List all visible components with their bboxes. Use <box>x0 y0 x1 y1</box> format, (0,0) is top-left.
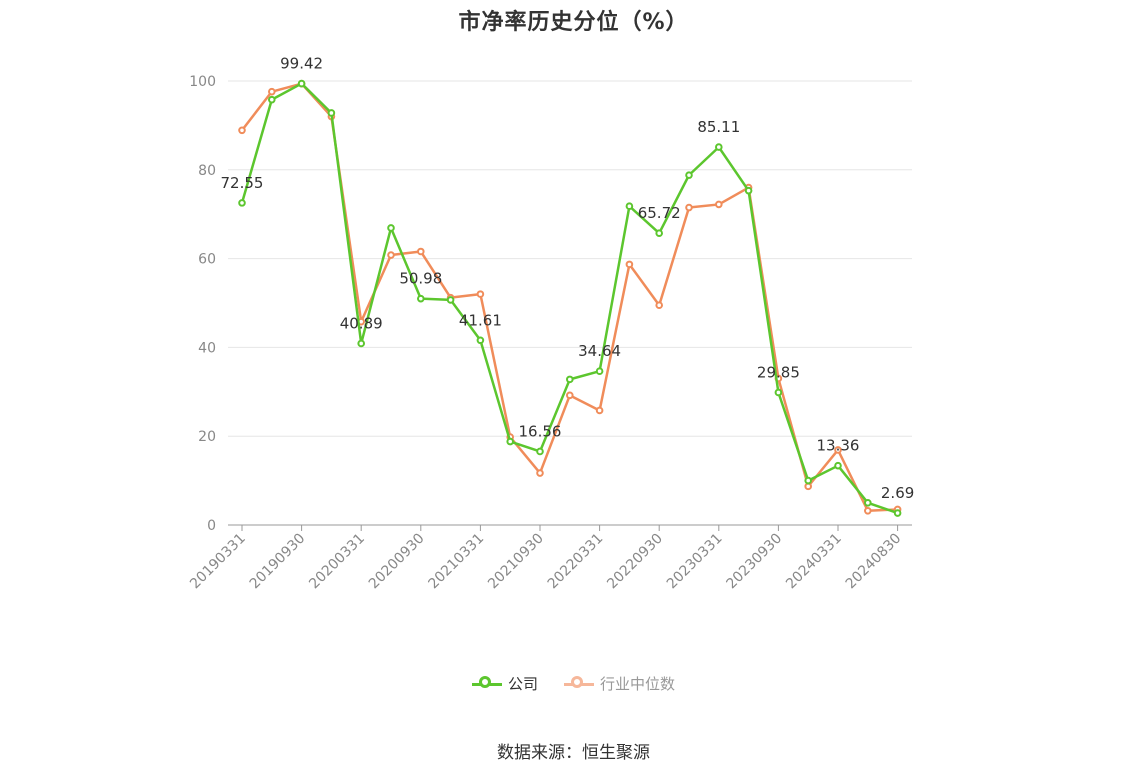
data-point-industry <box>685 203 693 212</box>
data-point-company <box>685 171 693 179</box>
data-label: 2.69 <box>881 484 914 502</box>
data-point-company <box>715 143 723 151</box>
data-point-company <box>893 509 902 517</box>
data-point-company <box>446 296 455 304</box>
data-point-company <box>417 294 425 303</box>
data-point-company <box>744 186 753 195</box>
series-line-industry <box>241 82 898 513</box>
data-point-industry <box>715 200 723 209</box>
data-point-industry <box>268 87 276 96</box>
data-label: 65.72 <box>638 204 681 222</box>
data-point-industry <box>238 126 246 135</box>
x-tick-label: 20220930 <box>604 531 666 593</box>
line-chart: 0 20 40 60 80 100 2019033120190930202003312020… <box>187 55 914 593</box>
data-label: 41.61 <box>459 311 502 329</box>
data-label: 34.64 <box>578 342 621 360</box>
data-point-company <box>506 437 515 446</box>
data-point-company <box>536 447 544 456</box>
data-label: 13.36 <box>817 437 860 455</box>
legend-item-company[interactable]: 公司 <box>471 673 538 694</box>
x-tick-label: 20190930 <box>247 531 309 593</box>
data-label: 29.85 <box>757 363 800 381</box>
chart-title: 市净率历史分位（%） <box>458 10 689 35</box>
data-label: 85.11 <box>697 118 740 136</box>
data-label: 50.98 <box>399 270 442 288</box>
data-point-company <box>357 339 366 348</box>
data-point-company <box>476 336 485 345</box>
data-point-company <box>387 224 395 232</box>
x-tick-label: 20190331 <box>187 531 249 593</box>
legend-company-label: 公司 <box>507 675 538 693</box>
data-point-company <box>327 109 336 117</box>
data-point-company <box>804 476 813 485</box>
data-point-industry <box>834 446 842 454</box>
legend-item-industry[interactable]: 行业中位数 <box>564 673 675 694</box>
y-tick-label: 40 <box>198 340 216 356</box>
data-point-industry <box>536 469 544 477</box>
y-tick-label: 60 <box>198 252 216 268</box>
data-point-company <box>297 79 306 88</box>
y-tick-label: 0 <box>207 518 216 534</box>
data-point-industry <box>566 391 574 400</box>
x-tick-label: 20210930 <box>485 531 547 593</box>
data-label: 40.89 <box>340 314 383 332</box>
data-point-company <box>864 499 872 507</box>
data-point-industry <box>387 251 395 259</box>
x-tick-label: 20210331 <box>426 531 488 593</box>
y-tick-label: 100 <box>189 74 216 90</box>
data-point-company <box>268 95 276 104</box>
data-label: 16.56 <box>519 422 562 440</box>
data-label: 72.55 <box>221 174 264 192</box>
data-point-industry <box>595 406 604 415</box>
x-tick-label: 20230331 <box>664 531 726 593</box>
data-point-company <box>566 375 574 384</box>
legend-industry-label: 行业中位数 <box>600 675 676 693</box>
data-point-industry <box>476 290 485 298</box>
data-point-industry <box>864 506 872 515</box>
x-tick-label: 20240331 <box>783 531 845 593</box>
data-label: 99.42 <box>280 55 323 73</box>
legend-industry-swatch <box>564 675 594 691</box>
legend: 公司 行业中位数 <box>0 673 1147 694</box>
x-tick-label: 20230930 <box>724 531 786 593</box>
y-tick-label: 20 <box>198 429 216 445</box>
data-point-company <box>655 229 664 238</box>
x-tick-label: 20220331 <box>545 531 607 593</box>
data-point-industry <box>804 482 813 491</box>
series-line-company <box>240 82 899 515</box>
legend-company-swatch <box>471 675 502 691</box>
data-point-industry <box>625 260 634 269</box>
x-tick-label: 20200331 <box>306 531 368 593</box>
y-tick-label: 80 <box>198 163 216 179</box>
x-tick-label: 20200930 <box>366 531 428 593</box>
data-point-company <box>625 202 634 211</box>
data-point-company <box>834 461 842 470</box>
data-point-company <box>238 199 246 207</box>
x-tick-label: 20240830 <box>843 531 905 593</box>
data-point-company <box>595 367 604 375</box>
data-point-company <box>774 388 783 397</box>
data-point-industry <box>417 247 425 256</box>
data-source-note: 数据来源：恒生聚源 <box>497 743 650 763</box>
data-point-industry <box>655 301 664 310</box>
